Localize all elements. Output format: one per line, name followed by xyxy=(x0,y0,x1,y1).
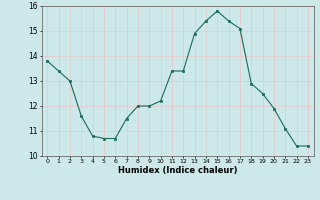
X-axis label: Humidex (Indice chaleur): Humidex (Indice chaleur) xyxy=(118,166,237,175)
